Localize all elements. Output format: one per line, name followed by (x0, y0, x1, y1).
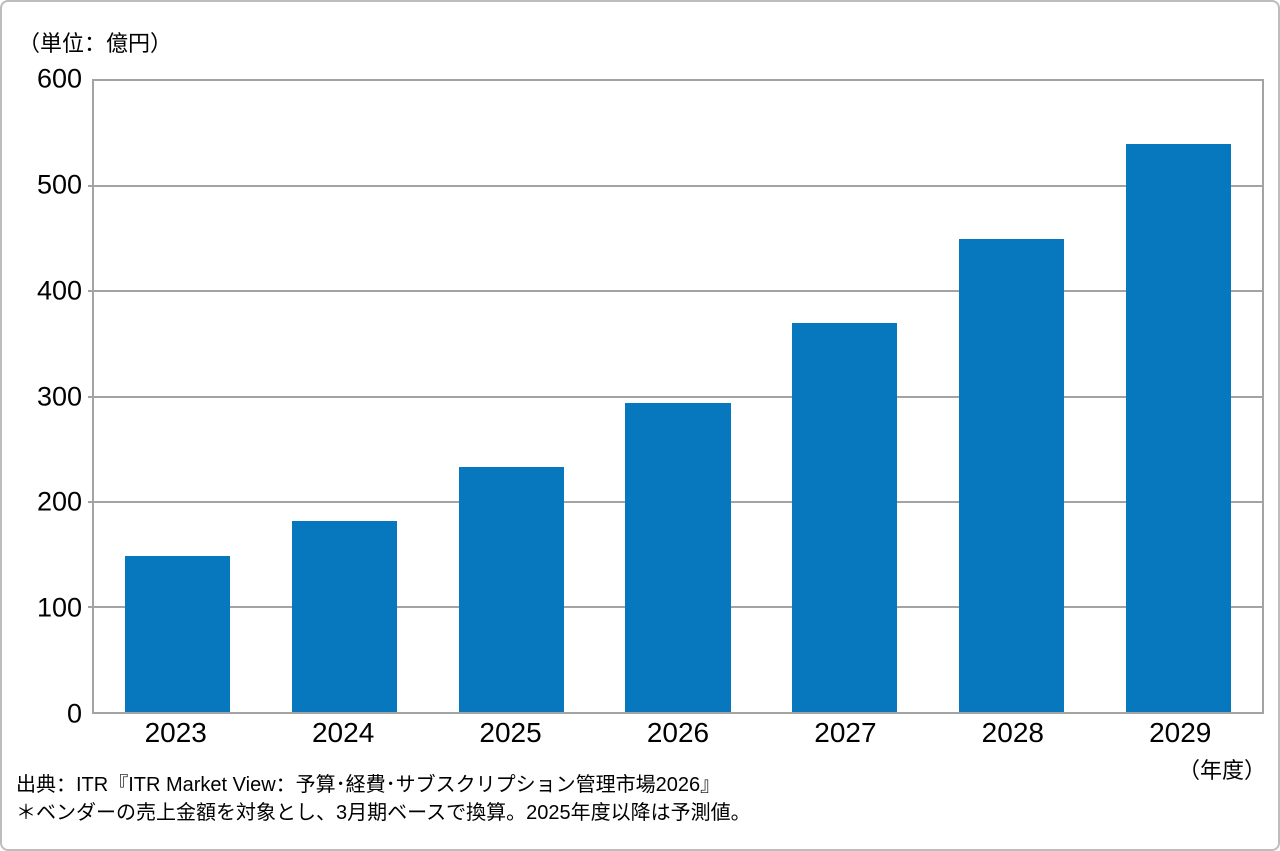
bar-slot-2029 (1095, 81, 1262, 712)
plot-area (88, 79, 1264, 714)
bar-slot-2027 (761, 81, 928, 712)
gridline-300 (88, 395, 1262, 398)
y-tick-label-600: 600 (36, 63, 82, 94)
bar-slot-2026 (595, 81, 762, 712)
y-tick-label-200: 200 (36, 486, 82, 517)
x-axis-unit-label: （年度） (1177, 758, 1266, 783)
y-axis-labels: 600 500 400 300 200 100 0 (2, 65, 82, 727)
bar-slot-2028 (928, 81, 1095, 712)
bar-2027 (792, 322, 898, 712)
x-tick-label-2029: 2029 (1149, 717, 1212, 748)
bar-2026 (625, 402, 731, 712)
bar-slot-2023 (94, 81, 261, 712)
x-tick-label-2026: 2026 (646, 717, 710, 748)
bar-2029 (1126, 144, 1232, 712)
y-tick-label-0: 0 (66, 698, 82, 729)
y-tick-label-300: 300 (36, 381, 82, 411)
x-tick-label-2024: 2024 (311, 717, 375, 748)
bar-2023 (124, 556, 230, 712)
source-note: 出典：ITR『ITR Market View：予算･経費･サブスクリプション管理… (16, 771, 751, 827)
source-citation: 出典：ITR『ITR Market View：予算･経費･サブスクリプション管理… (16, 774, 721, 796)
x-tick-label-2028: 2028 (981, 717, 1044, 748)
y-tick-label-500: 500 (36, 169, 82, 200)
bar-2028 (959, 238, 1065, 712)
source-footnote: ＊ベンダーの売上金額を対象とし、3月期ベースで換算。2025年度以降は予測値。 (16, 802, 751, 824)
bars-container (94, 81, 1262, 712)
bar-2024 (291, 520, 397, 712)
x-tick-label-2025: 2025 (479, 717, 542, 748)
bar-slot-2025 (428, 81, 595, 712)
y-axis-unit-label: （単位：億円） (18, 31, 173, 56)
y-tick-label-100: 100 (36, 592, 82, 623)
x-tick-label-2023: 2023 (144, 717, 207, 748)
x-tick-label-2027: 2027 (814, 717, 877, 748)
y-tick-label-400: 400 (36, 275, 82, 306)
bar-slot-2024 (261, 81, 428, 712)
bar-2025 (458, 466, 564, 712)
gridline-400 (88, 290, 1262, 293)
gridline-500 (88, 185, 1262, 188)
x-axis-labels: 2023 2024 2025 2026 2027 2028 2029 (92, 718, 1264, 748)
